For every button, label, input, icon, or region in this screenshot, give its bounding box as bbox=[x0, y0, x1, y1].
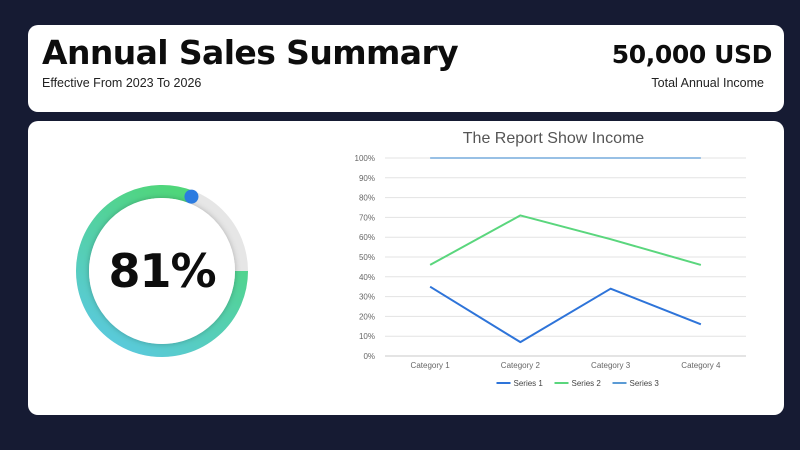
legend-label-1: Series 1 bbox=[514, 379, 544, 388]
y-tick-label: 40% bbox=[359, 273, 375, 282]
line-chart: The Report Show Income 0% 10% 20% 30% 40% 50% 6… bbox=[355, 130, 746, 388]
y-tick-label: 100% bbox=[355, 154, 375, 163]
y-tick-label: 0% bbox=[363, 352, 375, 361]
y-tick-label: 80% bbox=[359, 194, 375, 203]
x-tick-label: Category 1 bbox=[411, 361, 451, 370]
legend-label-2: Series 2 bbox=[572, 379, 602, 388]
chart-title: The Report Show Income bbox=[463, 130, 645, 147]
y-tick-label: 20% bbox=[359, 312, 375, 321]
legend-label-3: Series 3 bbox=[630, 379, 660, 388]
header-card: Annual Sales Summary Effective From 2023… bbox=[28, 25, 784, 112]
gauge-value: 81% bbox=[108, 244, 216, 298]
income-label: Total Annual Income bbox=[651, 76, 764, 90]
x-tick-label: Category 2 bbox=[501, 361, 541, 370]
x-tick-label: Category 3 bbox=[591, 361, 631, 370]
series-line-2 bbox=[429, 214, 702, 266]
gauge-progress-arc bbox=[76, 185, 248, 357]
y-tick-label: 60% bbox=[359, 233, 375, 242]
page-subtitle: Effective From 2023 To 2026 bbox=[42, 76, 202, 90]
y-tick-label: 10% bbox=[359, 332, 375, 341]
gauge-knob bbox=[184, 189, 199, 204]
page-title: Annual Sales Summary bbox=[42, 33, 459, 72]
y-tick-label: 50% bbox=[359, 253, 375, 262]
y-tick-label: 70% bbox=[359, 213, 375, 222]
gauge-center-disc bbox=[89, 198, 235, 344]
main-card: 81% The Report Show Income 0% 10% 20% 30% 40%… bbox=[28, 121, 784, 415]
x-tick-label: Category 4 bbox=[681, 361, 721, 370]
progress-gauge bbox=[76, 185, 248, 357]
y-tick-label: 30% bbox=[359, 293, 375, 302]
y-tick-label: 90% bbox=[359, 174, 375, 183]
income-amount: 50,000 USD bbox=[611, 40, 773, 69]
series-line-1 bbox=[429, 285, 702, 344]
